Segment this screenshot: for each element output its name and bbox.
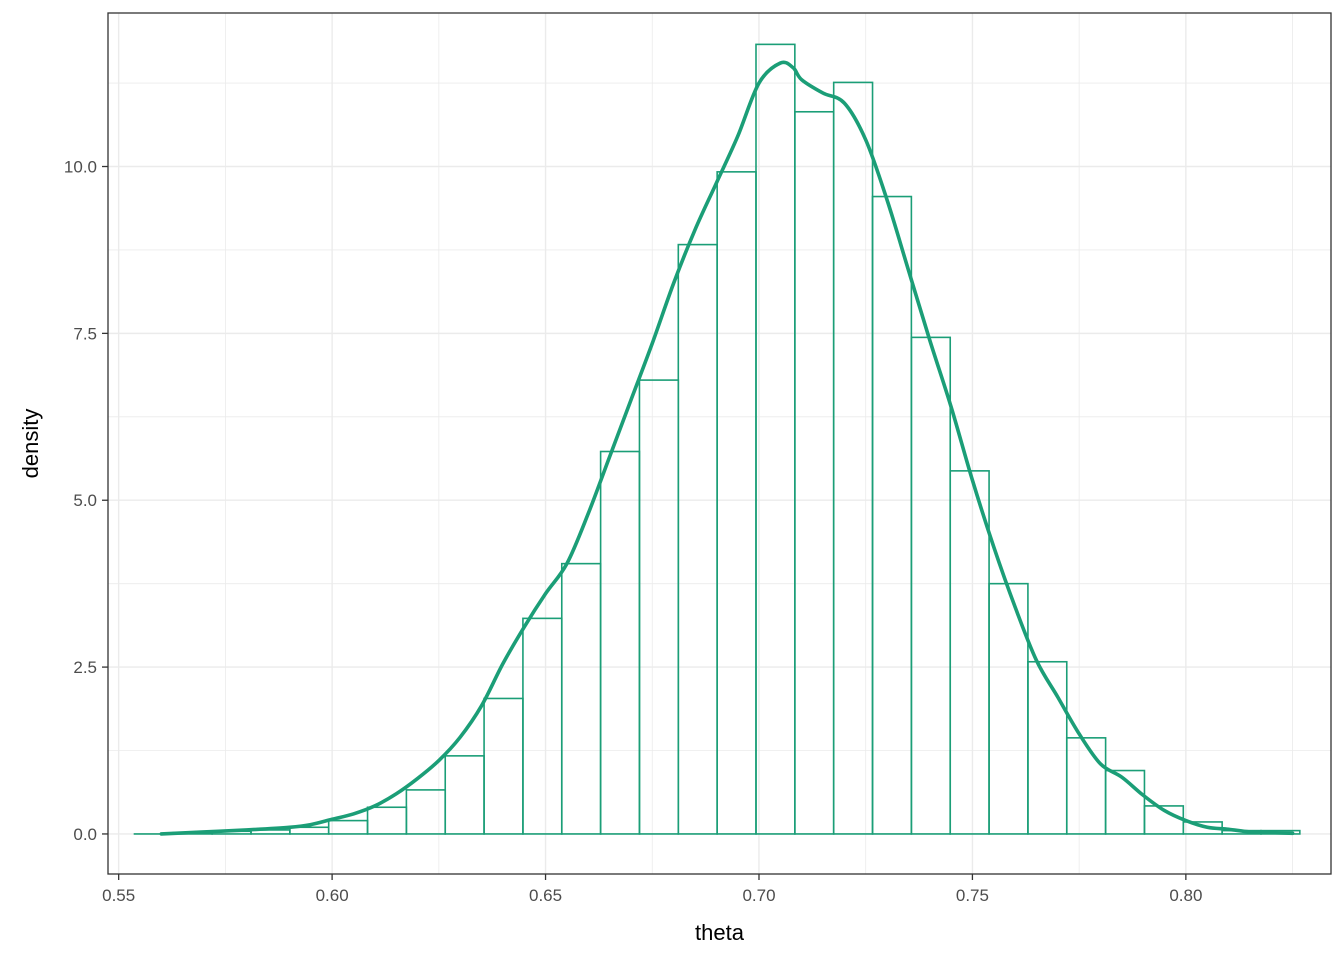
y-tick-label: 7.5 bbox=[73, 324, 97, 343]
x-tick-label: 0.60 bbox=[316, 886, 349, 905]
x-tick-label: 0.65 bbox=[529, 886, 562, 905]
minor-grid bbox=[108, 13, 1331, 874]
y-axis: 0.0 2.5 5.0 7.5 10.0 bbox=[64, 158, 108, 844]
y-tick-label: 0.0 bbox=[73, 825, 97, 844]
density-curve-layer bbox=[159, 60, 1295, 836]
y-tick-label: 5.0 bbox=[73, 491, 97, 510]
x-tick-label: 0.70 bbox=[742, 886, 775, 905]
y-tick-label: 10.0 bbox=[64, 158, 97, 177]
x-tick-label: 0.75 bbox=[956, 886, 989, 905]
histogram-bars bbox=[133, 43, 1301, 835]
x-tick-label: 0.55 bbox=[102, 886, 135, 905]
x-axis: 0.55 0.60 0.65 0.70 0.75 0.80 bbox=[102, 874, 1202, 905]
histogram-bar bbox=[1104, 769, 1146, 835]
y-tick-label: 2.5 bbox=[73, 658, 97, 677]
x-axis-title: theta bbox=[695, 920, 745, 945]
y-axis-title: density bbox=[18, 409, 43, 479]
x-tick-label: 0.80 bbox=[1169, 886, 1202, 905]
density-curve bbox=[159, 60, 1295, 836]
panel-border bbox=[107, 12, 1332, 875]
